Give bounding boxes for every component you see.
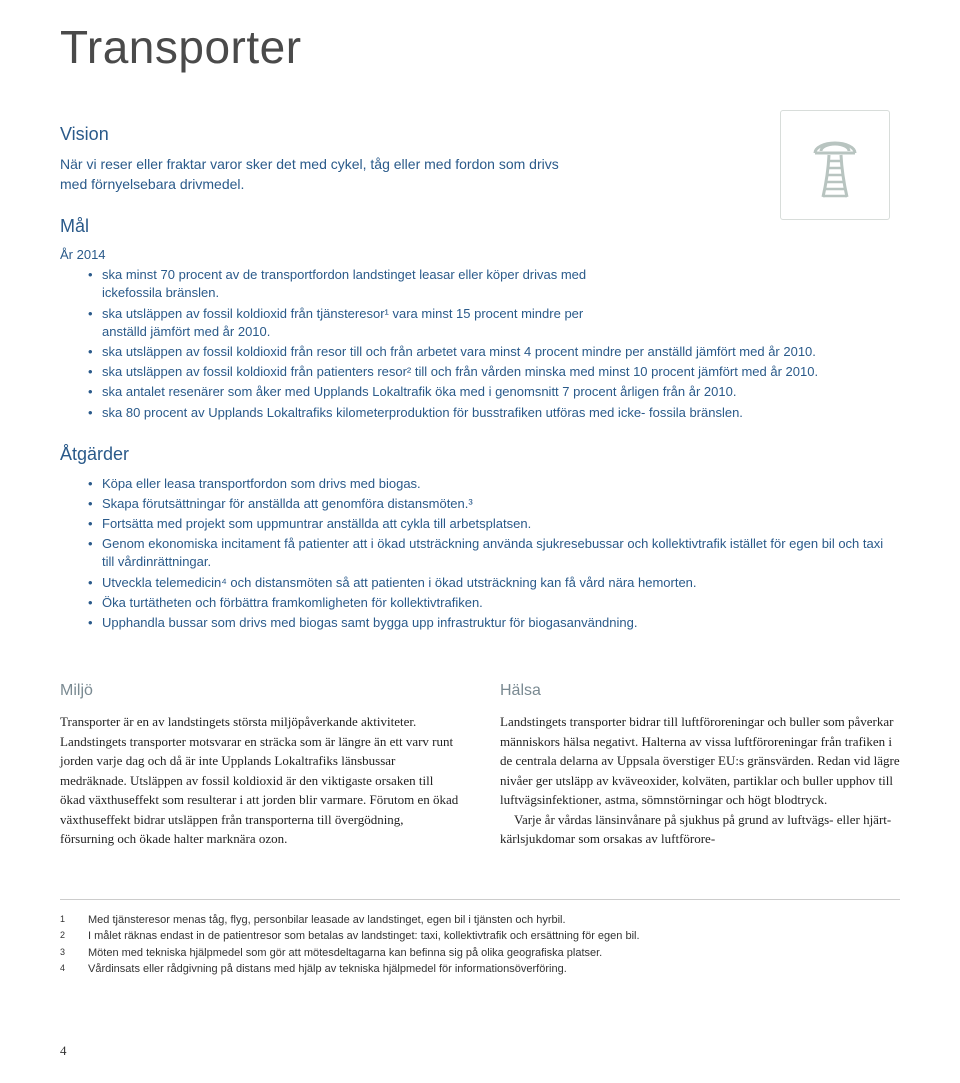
list-item: ska 80 procent av Upplands Lokaltrafiks … <box>60 404 890 422</box>
halsa-heading: Hälsa <box>500 682 900 700</box>
footnote: 1 Med tjänsteresor menas tåg, flyg, pers… <box>60 912 900 929</box>
mal-list: ska minst 70 procent av de transportford… <box>60 266 900 422</box>
halsa-paragraph-2: Varje år vårdas länsinvånare på sjukhus … <box>500 810 900 849</box>
list-item: Öka turtätheten och förbättra framkomlig… <box>60 594 890 612</box>
footnote-text: Vårdinsats eller rådgivning på distans m… <box>88 961 567 978</box>
vision-heading: Vision <box>60 124 900 145</box>
footnote: 3 Möten med tekniska hjälpmedel som gör … <box>60 945 900 962</box>
footnote-number: 3 <box>60 945 88 962</box>
footnote-text: Möten med tekniska hjälpmedel som gör at… <box>88 945 602 962</box>
list-item: ska antalet resenärer som åker med Uppla… <box>60 383 890 401</box>
list-item: ska utsläppen av fossil koldioxid från r… <box>60 343 890 361</box>
footnote: 2 I målet räknas endast in de patientres… <box>60 928 900 945</box>
miljo-heading: Miljö <box>60 682 460 700</box>
two-column-section: Miljö Transporter är en av landstingets … <box>60 682 900 849</box>
footnote: 4 Vårdinsats eller rådgivning på distans… <box>60 961 900 978</box>
atgarder-heading: Åtgärder <box>60 444 900 465</box>
miljo-column: Miljö Transporter är en av landstingets … <box>60 682 460 849</box>
mal-heading: Mål <box>60 216 900 237</box>
miljo-text: Transporter är en av landstingets störst… <box>60 712 460 849</box>
mal-year: År 2014 <box>60 247 900 262</box>
list-item: ska utsläppen av fossil koldioxid från p… <box>60 363 890 381</box>
list-item: Utveckla telemedicin⁴ och distansmöten s… <box>60 574 890 592</box>
footnote-number: 1 <box>60 912 88 929</box>
list-item: ska minst 70 procent av de transportford… <box>60 266 620 302</box>
railway-icon-box <box>780 110 890 220</box>
title-bar: Transporter <box>0 20 900 74</box>
list-item: Upphandla bussar som drivs med biogas sa… <box>60 614 890 632</box>
footnote-text: Med tjänsteresor menas tåg, flyg, person… <box>88 912 566 929</box>
list-item: ska utsläppen av fossil koldioxid från t… <box>60 305 620 341</box>
atgarder-list: Köpa eller leasa transportfordon som dri… <box>60 475 900 633</box>
footnote-number: 4 <box>60 961 88 978</box>
page-title: Transporter <box>60 20 900 74</box>
railway-icon <box>795 125 875 205</box>
halsa-column: Hälsa Landstingets transporter bidrar ti… <box>500 682 900 849</box>
list-item: Köpa eller leasa transportfordon som dri… <box>60 475 890 493</box>
footnotes: 1 Med tjänsteresor menas tåg, flyg, pers… <box>60 899 900 978</box>
footnote-text: I målet räknas endast in de patientresor… <box>88 928 640 945</box>
halsa-paragraph-1: Landstingets transporter bidrar till luf… <box>500 712 900 810</box>
document-page: Transporter Vision När vi reser eller fr… <box>0 0 960 1083</box>
list-item: Skapa förutsättningar för anställda att … <box>60 495 890 513</box>
miljo-paragraph: Transporter är en av landstingets störst… <box>60 712 460 849</box>
list-item: Genom ekonomiska incitament få patienter… <box>60 535 890 571</box>
vision-text: När vi reser eller fraktar varor sker de… <box>60 155 580 194</box>
list-item: Fortsätta med projekt som uppmuntrar ans… <box>60 515 890 533</box>
page-number: 4 <box>60 1043 67 1059</box>
footnote-number: 2 <box>60 928 88 945</box>
halsa-text: Landstingets transporter bidrar till luf… <box>500 712 900 849</box>
